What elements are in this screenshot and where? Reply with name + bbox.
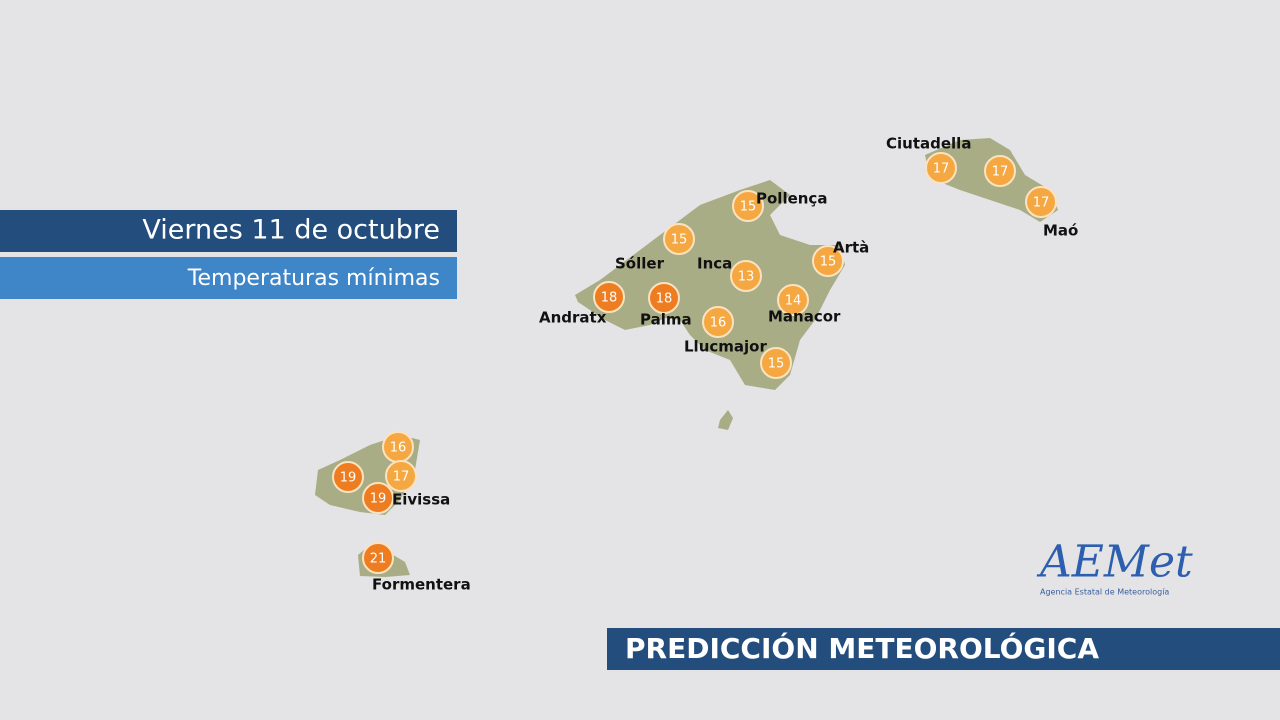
temp-value: 19 <box>340 471 357 486</box>
place-label: Palma <box>640 311 692 329</box>
temp-value: 21 <box>370 552 387 567</box>
temp-value: 16 <box>390 441 407 456</box>
temp-value: 17 <box>393 470 410 485</box>
cabrera <box>718 410 733 430</box>
temp-marker <box>593 281 625 313</box>
place-label: Andratx <box>539 309 607 327</box>
place-label: Ciutadella <box>886 135 971 153</box>
date: Viernes 11 de octubre <box>142 215 440 246</box>
temp-marker <box>332 461 364 493</box>
temp-marker <box>362 482 394 514</box>
place-label: Pollença <box>756 190 827 208</box>
temp-value: 15 <box>768 357 785 372</box>
temp-value: 17 <box>992 165 1009 180</box>
temp-marker <box>663 223 695 255</box>
logo-caption: Agencia Estatal de Meteorología <box>1040 588 1169 597</box>
temp-marker <box>732 190 764 222</box>
temp-value: 15 <box>671 233 688 248</box>
temp-value: 18 <box>601 291 618 306</box>
temp-marker <box>925 152 957 184</box>
place-label: Eivissa <box>392 491 450 509</box>
mallorca <box>575 180 845 390</box>
place-label: Sóller <box>615 255 665 273</box>
temp-marker <box>385 460 417 492</box>
temp-marker <box>760 347 792 379</box>
temp-value: 17 <box>1033 196 1050 211</box>
logo: AEMet <box>1036 537 1193 588</box>
place-label: Formentera <box>372 576 471 594</box>
temp-value: 15 <box>740 200 757 215</box>
temp-marker <box>362 542 394 574</box>
temp-value: 19 <box>370 492 387 507</box>
place-label: Maó <box>1043 222 1078 240</box>
place-label: Llucmajor <box>684 338 767 356</box>
temp-value: 17 <box>933 162 950 177</box>
temp-marker <box>812 245 844 277</box>
temp-value: 14 <box>785 294 802 309</box>
temp-marker <box>984 155 1016 187</box>
temp-value: 18 <box>656 292 673 307</box>
banner: PREDICCIÓN METEOROLÓGICA <box>625 631 1099 665</box>
subtitle-bar <box>0 257 457 299</box>
subtitle: Temperaturas mínimas <box>187 266 440 291</box>
temp-marker <box>777 284 809 316</box>
temp-marker <box>1025 186 1057 218</box>
banner-bar <box>607 628 1280 670</box>
temp-value: 16 <box>710 316 727 331</box>
temp-marker <box>648 282 680 314</box>
place-label: Manacor <box>768 308 841 326</box>
markers-layer: 17 17 17 15 15 15 13 18 18 14 16 15 16 19 17 19 21 Ciutad… <box>332 135 1078 594</box>
place-label: Inca <box>697 255 732 273</box>
temp-value: 13 <box>738 270 755 285</box>
date-bar <box>0 210 457 252</box>
temp-marker <box>702 306 734 338</box>
temp-marker <box>730 260 762 292</box>
temp-value: 15 <box>820 255 837 270</box>
place-label: Artà <box>833 239 869 257</box>
